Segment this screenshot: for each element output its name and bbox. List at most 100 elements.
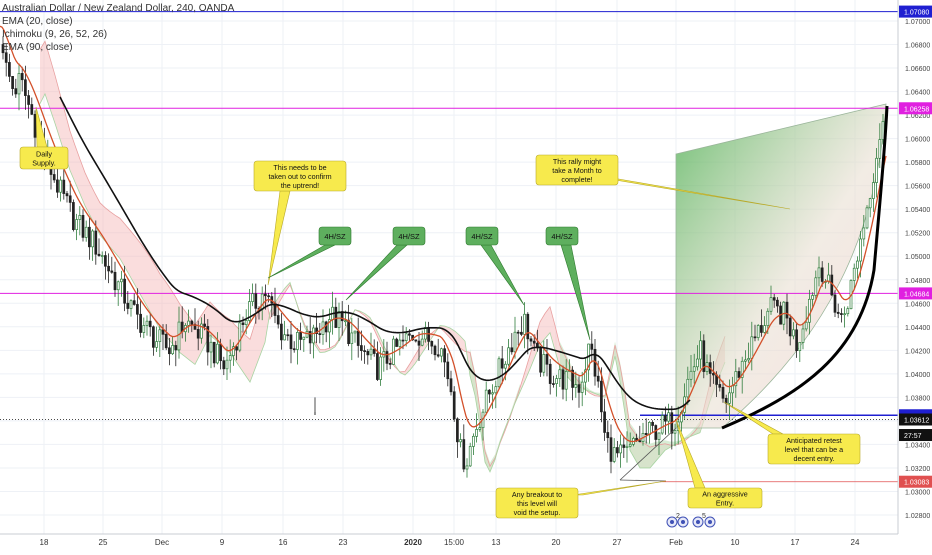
candle-body	[500, 358, 504, 369]
candle-body	[72, 202, 75, 230]
note-text: void the setup.	[514, 508, 561, 517]
candle-body	[350, 332, 354, 344]
candle-body	[843, 313, 846, 316]
earnings-icon[interactable]	[677, 516, 689, 528]
candle-body	[129, 300, 133, 309]
candles	[1, 36, 885, 478]
candle-body	[644, 432, 648, 435]
level-label: 1.03083	[904, 480, 929, 487]
candle-body	[107, 265, 110, 272]
drawings	[619, 105, 889, 482]
price-tick-label: 1.03200	[905, 466, 930, 473]
candle-body	[292, 348, 296, 351]
event-icon-dot	[708, 520, 712, 524]
earnings-icon[interactable]: 2	[666, 513, 680, 528]
candle-body	[254, 293, 258, 309]
time-tick-label: 25	[99, 538, 108, 547]
candle-body	[116, 281, 120, 291]
price-tick-label: 1.03400	[905, 442, 930, 449]
candle-body	[750, 336, 754, 359]
candle-body	[497, 358, 501, 388]
note-text: Entry.	[716, 499, 734, 508]
note-text: taken out to confirm	[268, 172, 331, 181]
level-label-bg	[899, 413, 932, 426]
note-text: this level will	[517, 499, 557, 508]
sz-tag: 4H/SZ	[545, 226, 591, 341]
candle-body	[811, 295, 814, 300]
candle-body	[164, 333, 168, 349]
candle-body	[692, 366, 696, 372]
price-tick-label: 1.06200	[905, 113, 930, 120]
candle-body	[27, 95, 30, 105]
note-text: Any breakout to	[512, 490, 562, 499]
candle-body	[24, 79, 27, 96]
candle-body	[235, 346, 238, 351]
candle-body	[552, 383, 555, 385]
candle-body	[328, 319, 331, 333]
cloud-area-green	[610, 341, 700, 468]
candle-body	[574, 384, 578, 388]
candle-body	[571, 369, 574, 388]
candle-body	[721, 386, 725, 399]
candle-body	[62, 179, 66, 194]
candle-body	[504, 363, 507, 369]
candle-body	[75, 219, 78, 230]
candle-body	[385, 351, 389, 364]
candle-body	[161, 329, 165, 335]
candle-body	[216, 343, 219, 364]
projection-zone	[675, 103, 887, 429]
candle-body	[283, 334, 286, 341]
level-label-bg	[899, 287, 932, 300]
candle-body	[478, 427, 482, 430]
earnings-icon[interactable]: 5	[692, 513, 706, 528]
candle-body	[769, 297, 773, 312]
legend-ema90: EMA (90, close)	[2, 42, 73, 53]
candle-body	[651, 422, 654, 426]
ema90-line	[59, 96, 691, 411]
earnings-icon[interactable]	[704, 516, 716, 528]
candle-body	[718, 384, 722, 388]
candle-body	[520, 331, 523, 335]
note-box	[19, 146, 69, 170]
candle-body	[158, 329, 162, 342]
candle-body	[753, 336, 757, 339]
candle-body	[200, 323, 203, 339]
candle-body	[33, 113, 37, 138]
candle-body	[596, 375, 600, 382]
candle-body	[436, 354, 440, 357]
time-tick-label: Dec	[155, 538, 169, 547]
price-tick-label: 1.05600	[905, 184, 930, 191]
legend-ema20: EMA (20, close)	[2, 16, 73, 27]
note-text: This needs to be	[273, 163, 326, 172]
candle-body	[148, 320, 152, 328]
candle-body	[420, 338, 424, 346]
candle-body	[222, 360, 226, 370]
candle-body	[488, 389, 491, 395]
time-tick-label: 17	[791, 538, 800, 547]
candle-body	[142, 325, 146, 333]
price-tick-label: 1.06600	[905, 66, 930, 73]
candle-body	[324, 321, 328, 333]
candle-body	[244, 320, 248, 326]
candle-body	[305, 331, 309, 338]
candle-body	[120, 278, 123, 283]
candle-body	[219, 343, 222, 362]
candle-body	[657, 432, 661, 440]
candle-body	[875, 157, 878, 183]
candle-body	[868, 198, 872, 209]
candle-body	[401, 339, 405, 342]
candle-body	[395, 338, 398, 347]
candle-body	[817, 267, 821, 279]
candle-body	[804, 321, 808, 330]
price-tick-label: 1.07000	[905, 19, 930, 26]
candle-body	[289, 334, 293, 350]
candle-body	[584, 369, 587, 383]
